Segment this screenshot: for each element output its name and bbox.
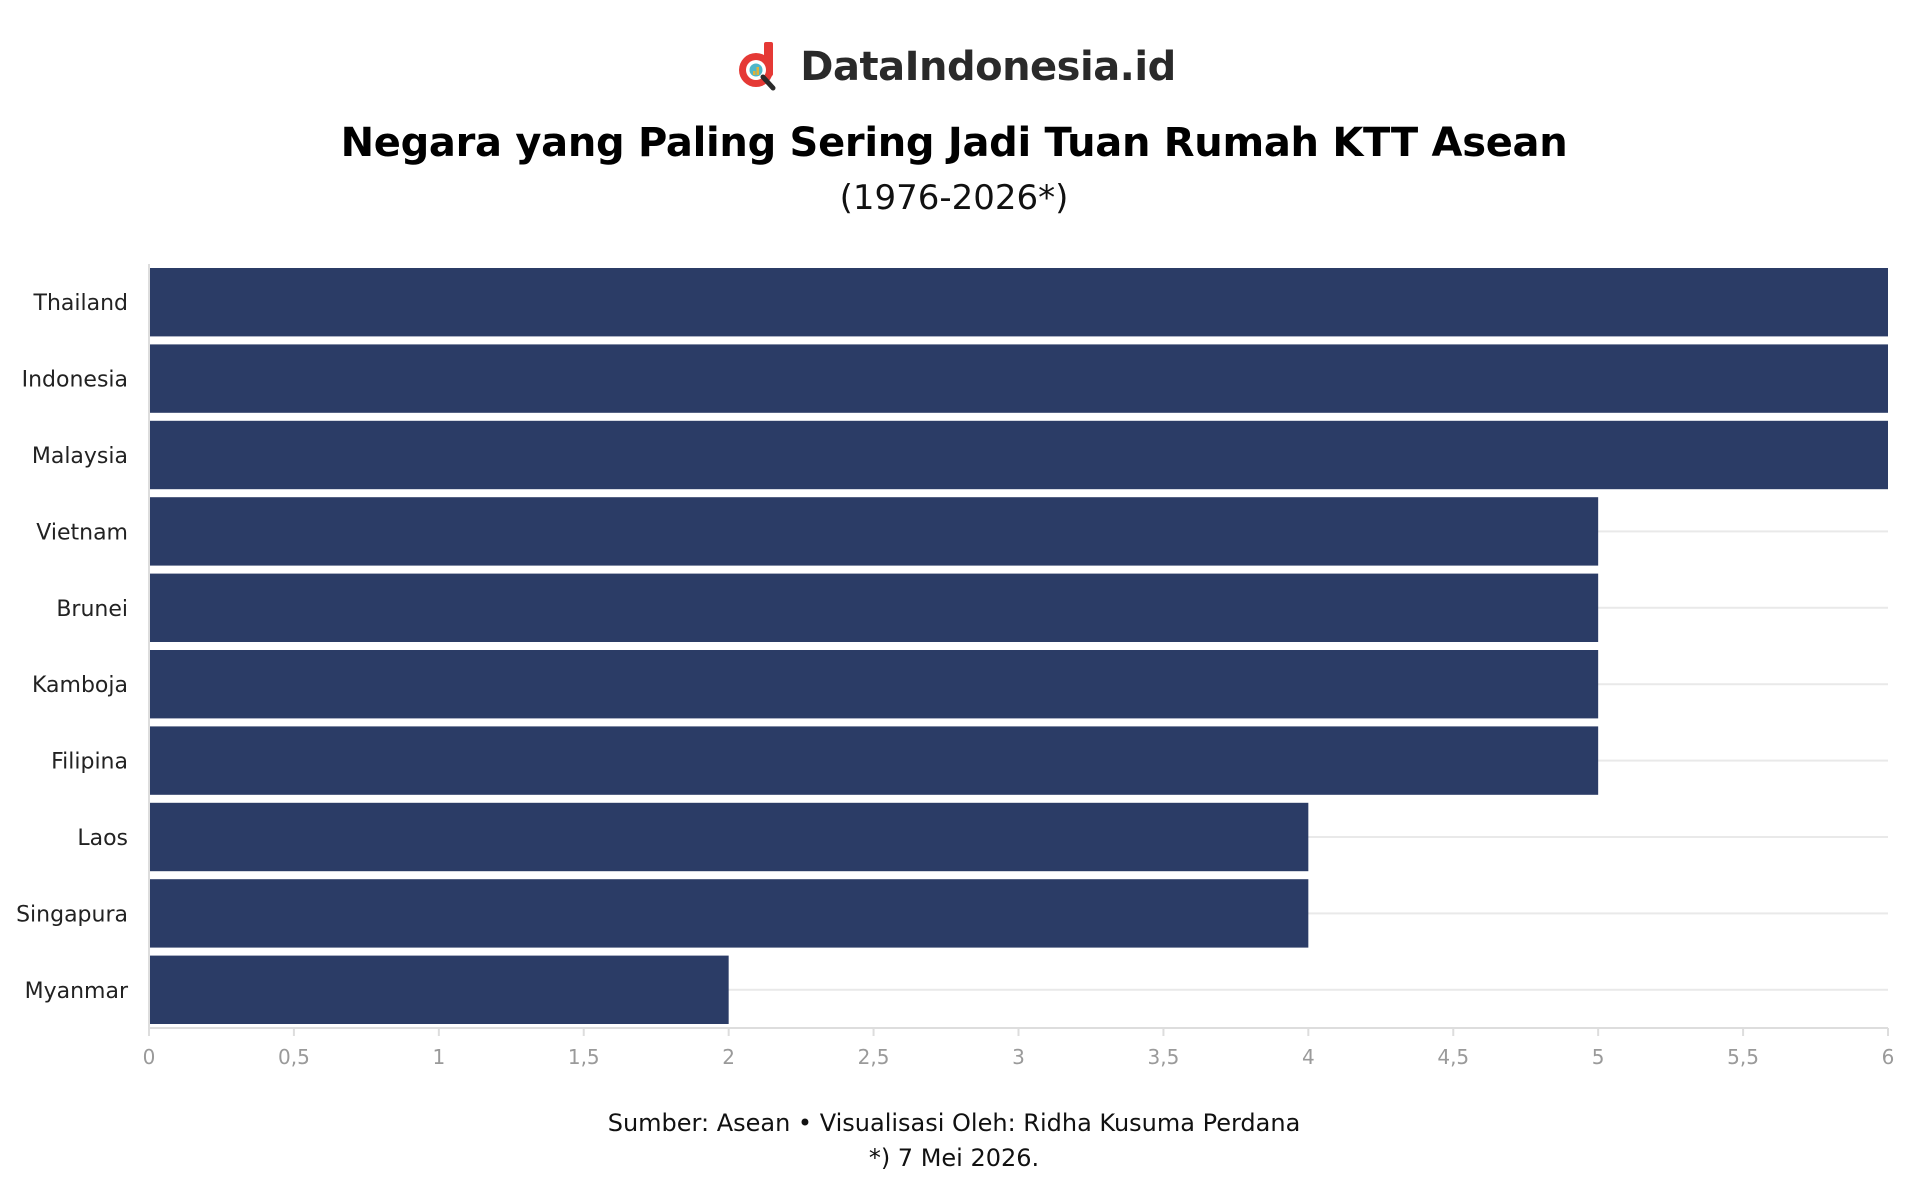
bar-layer: [149, 268, 1888, 1024]
x-tick-label: 3: [1012, 1045, 1025, 1069]
bar-filipina: [149, 726, 1599, 795]
bar-vietnam: [149, 497, 1599, 566]
x-tick-label: 4,5: [1437, 1045, 1469, 1069]
category-label-vietnam: Vietnam: [36, 520, 128, 545]
brand-name: DataIndonesia.id: [800, 44, 1176, 90]
bar-kamboja: [149, 650, 1599, 719]
x-tick-label: 0: [143, 1045, 156, 1069]
x-tick-label: 1,5: [568, 1045, 600, 1069]
bar-chart: Thailand Indonesia Malaysia Vietnam Brunei Ka…: [16, 264, 1895, 1069]
chart-subtitle: (1976-2026*): [839, 178, 1069, 218]
x-tick-label: 0,5: [278, 1045, 310, 1069]
category-label-layer: Thailand Indonesia Malaysia Vietnam Brunei Ka…: [16, 291, 129, 1004]
bar-malaysia: [149, 420, 1888, 490]
tick-label-layer: 0 0,5 1 1,5 2 2,5 3 3,5 4 4,5 5 5,5 6: [143, 1028, 1895, 1069]
category-label-brunei: Brunei: [56, 597, 128, 622]
category-label-kamboja: Kamboja: [32, 673, 128, 698]
bar-laos: [149, 802, 1309, 872]
category-label-laos: Laos: [77, 826, 128, 851]
category-label-thailand: Thailand: [33, 291, 128, 316]
datainddonesia-logo-icon: [739, 42, 776, 91]
category-label-filipina: Filipina: [51, 750, 128, 775]
x-tick-label: 4: [1302, 1045, 1315, 1069]
category-label-singapura: Singapura: [16, 902, 128, 927]
x-tick-label: 2: [722, 1045, 735, 1069]
x-tick-label: 5: [1592, 1045, 1605, 1069]
x-tick-label: 1: [432, 1045, 445, 1069]
x-tick-label: 3,5: [1148, 1045, 1180, 1069]
chart-title: Negara yang Paling Sering Jadi Tuan Ruma…: [340, 120, 1568, 166]
brand: DataIndonesia.id: [0, 40, 1908, 94]
chart-footer: Sumber: Asean • Visualisasi Oleh: Ridha …: [0, 1106, 1908, 1176]
bar-thailand: [149, 268, 1888, 337]
category-label-myanmar: Myanmar: [25, 979, 129, 1004]
date-note: *) 7 Mei 2026.: [868, 1144, 1040, 1172]
bar-brunei: [149, 573, 1599, 642]
x-tick-label: 2,5: [858, 1045, 890, 1069]
category-label-malaysia: Malaysia: [32, 444, 128, 469]
bar-indonesia: [149, 344, 1888, 413]
bar-singapura: [149, 879, 1309, 948]
category-label-indonesia: Indonesia: [22, 368, 128, 393]
bar-myanmar: [149, 955, 729, 1024]
x-tick-label: 6: [1882, 1045, 1895, 1069]
source-credit: Sumber: Asean • Visualisasi Oleh: Ridha …: [607, 1109, 1301, 1137]
x-tick-label: 5,5: [1727, 1045, 1759, 1069]
